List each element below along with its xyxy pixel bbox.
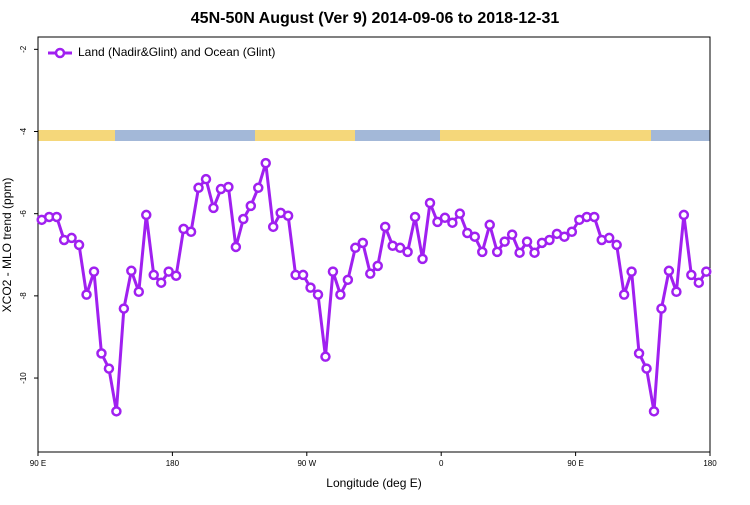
data-point (73, 239, 85, 251)
data-point (409, 211, 421, 223)
plot-frame (37, 36, 711, 453)
y-tick-label: -2 (19, 45, 28, 53)
data-point (141, 209, 152, 221)
data-point (521, 236, 533, 247)
data-point (103, 363, 115, 374)
data-point (469, 231, 481, 242)
data-point (155, 277, 167, 288)
data-point (335, 289, 346, 300)
x-tick-label: 180 (703, 459, 717, 468)
data-point (432, 216, 443, 228)
data-point (81, 289, 92, 300)
data-point (454, 208, 466, 219)
y-tick-label: -8 (19, 292, 28, 300)
data-point (439, 212, 451, 224)
data-point (282, 210, 294, 221)
data-point (230, 241, 242, 253)
data-point (342, 274, 354, 286)
data-point (529, 247, 540, 258)
data-point (417, 253, 428, 265)
data-point (559, 231, 570, 242)
legend-swatch-marker (54, 47, 66, 59)
x-tick-label: 90 E (567, 459, 583, 468)
data-point (379, 221, 391, 233)
data-point (96, 348, 107, 359)
data-point (297, 269, 309, 281)
legend-label: Land (Nadir&Glint) and Ocean (Glint) (78, 45, 275, 59)
y-tick-label: -4 (19, 127, 28, 135)
data-point (611, 239, 622, 251)
data-point (499, 236, 510, 247)
x-tick-label: 90 E (30, 459, 46, 468)
data-point (626, 266, 637, 277)
data-point (51, 211, 62, 223)
data-point (633, 348, 645, 359)
data-point (589, 211, 600, 223)
data-point (514, 247, 525, 258)
data-point (238, 213, 249, 225)
data-point (126, 265, 137, 277)
data-point (372, 260, 383, 272)
data-point (506, 229, 518, 240)
data-point (491, 246, 503, 258)
data-point (267, 221, 279, 233)
x-axis-label: Longitude (deg E) (326, 476, 421, 490)
data-point (208, 202, 219, 214)
data-point (133, 286, 145, 298)
data-point (185, 226, 197, 238)
data-point (663, 265, 675, 277)
x-tick-label: 90 W (297, 459, 316, 468)
data-point (693, 277, 705, 288)
data-point (312, 289, 324, 300)
data-point (671, 286, 682, 298)
y-tick-label: -6 (19, 210, 28, 218)
data-point (402, 246, 413, 258)
data-point (365, 268, 376, 279)
x-tick-label: 0 (439, 459, 444, 468)
chart-title: 45N-50N August (Ver 9) 2014-09-06 to 201… (191, 10, 560, 27)
data-point (603, 232, 615, 244)
data-point (678, 209, 690, 221)
data-point (253, 182, 264, 194)
data-point (66, 232, 77, 244)
data-point (163, 266, 174, 277)
data-point (327, 266, 339, 277)
data-point (424, 197, 436, 209)
data-point (111, 406, 122, 417)
data-point (305, 282, 316, 293)
y-tick-label: -10 (19, 372, 28, 384)
map-strip (38, 130, 710, 141)
data-point (394, 242, 406, 254)
data-point (357, 237, 369, 249)
data-point (245, 200, 257, 212)
data-point (193, 182, 204, 194)
data-point (350, 242, 361, 254)
data-point (148, 269, 159, 281)
data-point (88, 266, 100, 277)
data-point (641, 363, 652, 374)
data-point (686, 269, 697, 281)
data-point (648, 406, 660, 417)
data-point (544, 234, 555, 246)
data-point (320, 351, 331, 362)
data-point (701, 266, 712, 277)
y-axis-label: XCO2 - MLO trend (ppm) (0, 178, 14, 313)
x-tick-label: 180 (166, 459, 180, 468)
data-point (484, 219, 495, 231)
data-point (566, 226, 578, 238)
data-point (118, 303, 130, 314)
data-point (477, 246, 488, 258)
data-point (260, 157, 271, 169)
data-point (618, 289, 630, 300)
data-point (656, 303, 667, 314)
data-point (200, 173, 212, 185)
data-point (447, 217, 458, 228)
data-point (223, 181, 234, 193)
data-point (170, 270, 182, 281)
